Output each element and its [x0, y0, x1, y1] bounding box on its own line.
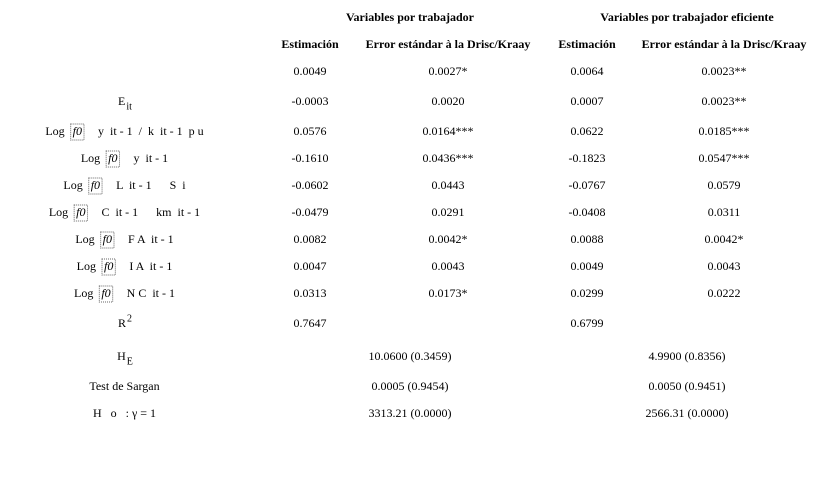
label-box-text: f0: [104, 259, 113, 273]
label-prefix: Log: [81, 151, 100, 165]
label-text: L it - 1 S i: [116, 178, 186, 192]
column-header: Error estándar à la Drisc/Kraay: [366, 37, 531, 51]
cell: 0.0027*: [429, 64, 468, 78]
cell: -0.1610: [292, 151, 329, 165]
label-text: F A it - 1: [128, 232, 174, 246]
cell: 2566.31 (0.0000): [646, 406, 729, 420]
cell: 0.0576: [294, 124, 327, 138]
label-box-text: f0: [108, 151, 117, 165]
cell: 0.0047: [294, 259, 327, 273]
row-label: Log f0 C it - 1 km it - 1: [49, 204, 201, 222]
label-prefix: Log: [75, 232, 94, 246]
row-label: Log f0 L it - 1 S i: [63, 177, 186, 195]
label-box: [88, 177, 103, 195]
cell: 0.0547***: [699, 151, 750, 165]
label-text: I A it - 1: [129, 259, 172, 273]
cell: 0.0173*: [429, 286, 468, 300]
cell: 0.0299: [571, 286, 604, 300]
cell: 0.0311: [708, 205, 741, 219]
row-label: H o : γ = 1: [93, 406, 156, 420]
cell: 3313.21 (0.0000): [369, 406, 452, 420]
label-box-text: f0: [103, 232, 112, 246]
cell: 0.0042*: [705, 232, 744, 246]
label-box-text: f0: [76, 205, 85, 219]
row-label: Log f0 y it - 1 / k it - 1 p u: [45, 123, 204, 141]
cell: 0.0164***: [423, 124, 474, 138]
row-label: Log f0 y it - 1: [81, 150, 169, 168]
cell: 0.0064: [571, 64, 604, 78]
label-text: C it - 1 km it - 1: [102, 205, 201, 219]
label-sub: E: [127, 356, 133, 367]
cell: -0.0003: [292, 94, 329, 108]
cell: 0.0082: [294, 232, 327, 246]
label-sub: it: [126, 101, 132, 112]
cell: 0.0049: [571, 259, 604, 273]
label-sup: 2: [127, 313, 132, 324]
cell: 0.0088: [571, 232, 604, 246]
cell: 0.0222: [708, 286, 741, 300]
label-prefix: Log: [49, 205, 68, 219]
label-text: y it - 1 / k it - 1 p u: [98, 124, 204, 138]
cell: 0.0050 (0.9451): [649, 379, 726, 393]
row-label: Log f0 F A it - 1: [75, 231, 174, 249]
label-text: y it - 1: [134, 151, 169, 165]
cell: 0.0291: [432, 205, 465, 219]
cell: 4.9900 (0.8356): [649, 349, 726, 363]
cell: 0.0043: [432, 259, 465, 273]
cell: -0.0767: [569, 178, 606, 192]
cell: 0.0622: [571, 124, 604, 138]
cell: 0.0049: [294, 64, 327, 78]
cell: -0.1823: [569, 151, 606, 165]
label-prefix: Log: [74, 286, 93, 300]
group-header: Variables por trabajador eficiente: [600, 10, 774, 24]
cell: 0.0023**: [702, 94, 747, 108]
label-box: [73, 204, 89, 222]
label-text: R: [118, 316, 126, 330]
label-box: [105, 150, 121, 168]
label-text: N C it - 1: [127, 286, 175, 300]
cell: 0.0443: [432, 178, 465, 192]
label-text: H o : γ = 1: [93, 406, 156, 420]
cell: 0.0042*: [429, 232, 468, 246]
row-label: Log f0 I A it - 1: [77, 258, 172, 276]
cell: 0.0185***: [699, 124, 750, 138]
label-text: Test de Sargan: [89, 379, 159, 393]
cell: -0.0479: [292, 205, 329, 219]
label-box-text: f0: [101, 286, 110, 300]
label-box: [70, 123, 85, 141]
column-header: Error estándar à la Drisc/Kraay: [642, 37, 807, 51]
cell: 0.0579: [708, 178, 741, 192]
cell: 0.7647: [294, 316, 327, 330]
label-box-text: f0: [91, 178, 100, 192]
label-prefix: Log: [77, 259, 96, 273]
row-label: Test de Sargan: [89, 379, 159, 393]
label-box: [98, 285, 114, 303]
cell: 0.0023**: [702, 64, 747, 78]
cell: -0.0602: [292, 178, 329, 192]
group-header: Variables por trabajador: [346, 10, 475, 24]
column-header: Estimación: [281, 37, 339, 51]
cell: 0.0436***: [423, 151, 474, 165]
label-text: E: [118, 94, 125, 108]
cell: 0.0005 (0.9454): [372, 379, 449, 393]
label-prefix: Log: [63, 178, 82, 192]
label-prefix: Log: [45, 124, 64, 138]
cell: -0.0408: [569, 205, 606, 219]
cell: 0.0020: [432, 94, 465, 108]
cell: 0.0043: [708, 259, 741, 273]
label-box: [101, 258, 116, 276]
cell: 0.0313: [294, 286, 327, 300]
label-box: [100, 231, 115, 249]
cell: 0.0007: [571, 94, 604, 108]
label-box-text: f0: [73, 124, 82, 138]
row-label: Log f0 N C it - 1: [74, 285, 175, 303]
label-text: H: [117, 349, 126, 363]
column-header: Estimación: [558, 37, 616, 51]
cell: 10.0600 (0.3459): [369, 349, 452, 363]
cell: 0.6799: [571, 316, 604, 330]
